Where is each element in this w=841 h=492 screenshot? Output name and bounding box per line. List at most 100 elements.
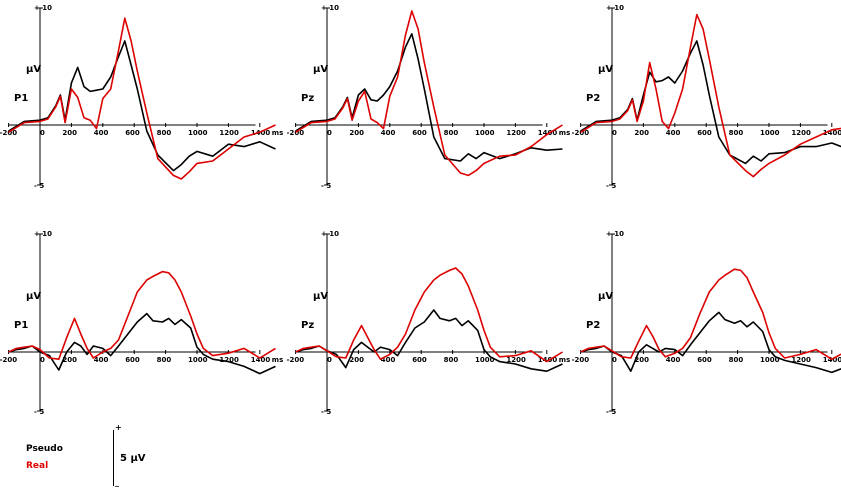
y-min-label: - 5 — [321, 182, 331, 190]
x-axis-unit: ms — [272, 356, 283, 364]
x-tick-label: 800 — [729, 129, 744, 137]
y-max-label: + 10 — [606, 4, 624, 12]
x-tick-label: 1400 — [823, 129, 841, 137]
x-tick-label: 600 — [412, 356, 427, 364]
scale-bar-label: 5 µV — [120, 453, 146, 464]
x-tick-label: 0 — [40, 129, 45, 137]
y-max-label: + 10 — [34, 230, 52, 238]
series-line-pseudo — [295, 32, 563, 162]
x-tick-label: 600 — [412, 129, 427, 137]
series-line-real — [580, 13, 841, 178]
y-min-label: - 5 — [34, 408, 44, 416]
erp-panel-p2-bottom: + 10 - 5 µV P2 -200 0 200 400 600 800 1000 1200 1400… — [572, 230, 841, 416]
series-line-real — [8, 270, 276, 361]
y-max-label: + 10 — [606, 230, 624, 238]
series-line-pseudo — [580, 40, 841, 165]
x-tick-label: 1400 — [823, 356, 841, 364]
y-max-label: + 10 — [34, 4, 52, 12]
y-axis-unit: µV — [26, 64, 41, 75]
y-max-label: + 10 — [321, 4, 339, 12]
x-tick-label: 400 — [381, 356, 396, 364]
y-min-label: - 5 — [606, 408, 616, 416]
erp-panel-p1-bottom: + 10 - 5 µV P1 -200 0 200 400 600 800 1000 1200 1400… — [0, 230, 283, 416]
x-tick-label: 400 — [94, 129, 109, 137]
x-tick-label: -200 — [572, 356, 590, 364]
x-tick-label: 600 — [125, 129, 140, 137]
y-axis-unit: µV — [26, 291, 41, 302]
y-max-label: + 10 — [321, 230, 339, 238]
x-tick-label: 400 — [666, 356, 681, 364]
legend-item-real: Real — [26, 461, 49, 471]
series-line-pseudo — [8, 40, 276, 172]
x-tick-label: -200 — [287, 129, 305, 137]
series-line-pseudo — [295, 309, 563, 373]
x-tick-label: 200 — [349, 129, 364, 137]
erp-panel-pz-bottom: + 10 - 5 µV Pz -200 0 200 400 600 800 1000 1200 1400… — [287, 230, 571, 416]
x-tick-label: 800 — [444, 129, 459, 137]
x-tick-label: -200 — [287, 356, 305, 364]
electrode-label: Pz — [301, 320, 314, 331]
x-tick-label: 200 — [62, 356, 77, 364]
x-tick-label: 1400 — [251, 129, 271, 137]
series-line-pseudo — [8, 312, 276, 375]
y-min-label: - 5 — [34, 182, 44, 190]
electrode-label: P1 — [14, 320, 28, 331]
x-tick-label: 600 — [697, 129, 712, 137]
y-min-label: - 5 — [321, 408, 331, 416]
x-tick-label: 1000 — [188, 129, 208, 137]
erp-panel-pz-top: + 10 - 5 µV Pz -200 0 200 400 600 800 1000 1200 1400… — [287, 4, 571, 190]
x-tick-label: -200 — [0, 356, 17, 364]
x-tick-label: 400 — [381, 129, 396, 137]
y-min-label: - 5 — [606, 182, 616, 190]
series-line-real — [8, 17, 276, 180]
x-tick-label: -200 — [0, 129, 17, 137]
x-tick-label: 800 — [729, 356, 744, 364]
x-tick-label: 1400 — [251, 356, 271, 364]
erp-panel-p2-top: + 10 - 5 µV P2 -200 0 200 400 600 800 1000 1200 1400… — [572, 4, 841, 190]
x-tick-label: 200 — [634, 129, 649, 137]
x-tick-label: 800 — [157, 356, 172, 364]
x-axis-unit: ms — [272, 129, 283, 137]
scale-bar: + 5 µV _ — [108, 423, 158, 490]
x-tick-label: 1200 — [506, 356, 526, 364]
electrode-label: P1 — [14, 93, 28, 104]
x-tick-label: 0 — [327, 356, 332, 364]
x-tick-label: 1000 — [188, 356, 208, 364]
x-tick-label: 200 — [349, 356, 364, 364]
series-line-real — [580, 268, 841, 361]
x-tick-label: 400 — [94, 356, 109, 364]
x-axis-unit: ms — [559, 129, 570, 137]
x-tick-label: 1200 — [791, 129, 811, 137]
x-tick-label: 200 — [634, 356, 649, 364]
electrode-label: Pz — [301, 93, 314, 104]
x-tick-label: 1200 — [219, 356, 239, 364]
electrode-label: P2 — [586, 93, 600, 104]
x-tick-label: 0 — [612, 129, 617, 137]
x-tick-label: 1000 — [475, 356, 495, 364]
x-tick-label: 200 — [62, 129, 77, 137]
x-tick-label: 800 — [157, 129, 172, 137]
legend-item-pseudo: Pseudo — [26, 444, 63, 454]
x-tick-label: 1000 — [475, 129, 495, 137]
x-tick-label: 800 — [444, 356, 459, 364]
scale-bar-line — [113, 430, 114, 486]
x-tick-label: -200 — [572, 129, 590, 137]
y-axis-unit: µV — [598, 291, 613, 302]
erp-panel-p1-top: + 10 - 5 µV P1 -200 0 200 400 600 800 1000 1200 1400… — [0, 4, 283, 190]
series-line-pseudo — [580, 311, 841, 374]
y-axis-unit: µV — [313, 64, 328, 75]
x-tick-label: 1200 — [791, 356, 811, 364]
series-line-real — [295, 267, 563, 363]
scale-bar-bottom-sign: _ — [115, 478, 119, 487]
x-axis-unit: ms — [559, 356, 570, 364]
x-tick-label: 1000 — [760, 129, 780, 137]
x-tick-label: 0 — [40, 356, 45, 364]
x-tick-label: 0 — [612, 356, 617, 364]
scale-bar-top-sign: + — [115, 423, 122, 432]
x-tick-label: 600 — [697, 356, 712, 364]
x-tick-label: 1400 — [538, 356, 558, 364]
electrode-label: P2 — [586, 320, 600, 331]
series-line-real — [295, 10, 563, 177]
x-tick-label: 600 — [125, 356, 140, 364]
